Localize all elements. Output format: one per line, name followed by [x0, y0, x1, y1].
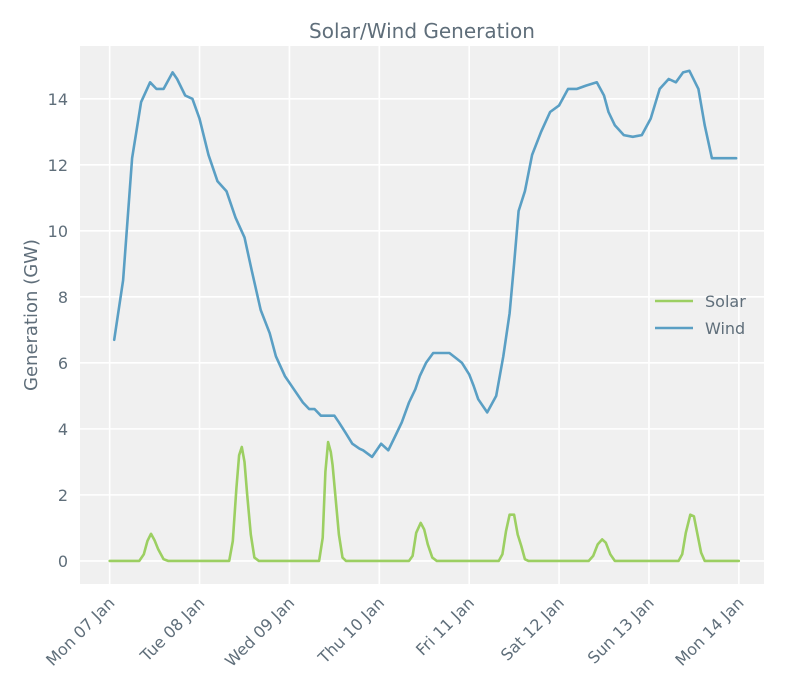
- x-tick-label-6: Sun 13 Jan: [584, 593, 658, 667]
- plot-background: [80, 46, 764, 584]
- series-layer: [108, 69, 741, 563]
- y-axis-label: Generation (GW): [21, 239, 42, 391]
- x-tick-label-5: Sat 12 Jan: [497, 593, 568, 664]
- x-tick-label-7: Mon 14 Jan: [671, 593, 747, 669]
- y-axis-ticks: 0 2 4 6 8 10 12 14: [48, 90, 68, 571]
- y-tick-label-4: 8: [58, 288, 68, 307]
- x-tick-label-0: Mon 07 Jan: [42, 593, 118, 669]
- grid: [80, 46, 764, 584]
- x-axis-ticks: Mon 07 Jan Tue 08 Jan Wed 09 Jan Thu 10 Jan…: [42, 593, 747, 670]
- x-tick-label-2: Wed 09 Jan: [221, 593, 298, 670]
- y-tick-label-1: 2: [58, 486, 68, 505]
- x-tick-label-3: Thu 10 Jan: [314, 593, 388, 667]
- y-tick-label-0: 0: [58, 552, 68, 571]
- x-tick-label-4: Fri 11 Jan: [412, 593, 478, 659]
- series-line-wind: [112, 69, 738, 459]
- chart-title: Solar/Wind Generation: [309, 19, 535, 43]
- legend: Solar Wind: [655, 292, 746, 338]
- y-tick-label-7: 14: [48, 90, 68, 109]
- series-line-solar: [108, 440, 741, 563]
- legend-label-solar: Solar: [705, 292, 746, 311]
- legend-label-wind: Wind: [705, 319, 745, 338]
- y-tick-label-6: 12: [48, 156, 68, 175]
- x-tick-label-1: Tue 08 Jan: [136, 593, 209, 666]
- y-tick-label-3: 6: [58, 354, 68, 373]
- y-tick-label-5: 10: [48, 222, 68, 241]
- y-tick-label-2: 4: [58, 420, 68, 439]
